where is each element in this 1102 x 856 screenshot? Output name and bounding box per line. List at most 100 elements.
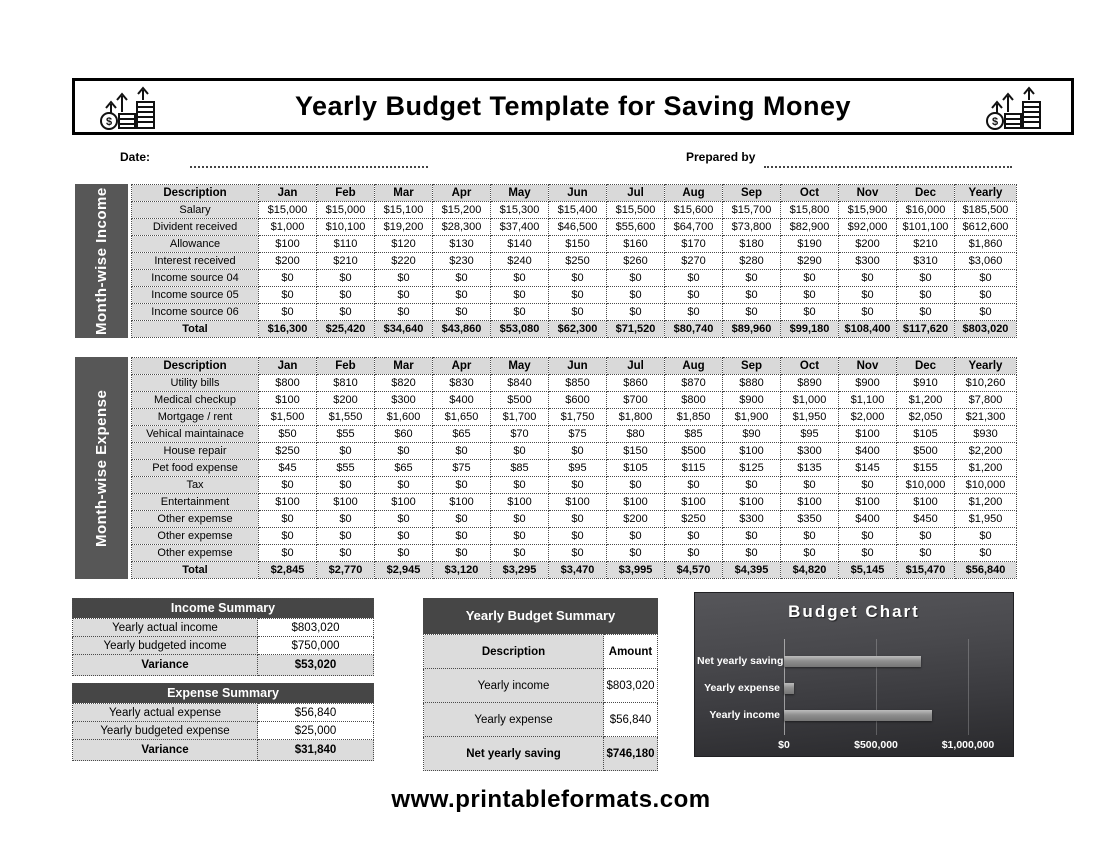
- chart-x-tick-label: $500,000: [854, 739, 898, 751]
- cell-value: $2,000: [838, 408, 897, 426]
- cell-value: $2,200: [954, 442, 1017, 460]
- cell-value: $0: [722, 527, 781, 545]
- cell-value: $5,145: [838, 561, 897, 579]
- cell-value: $0: [780, 527, 839, 545]
- table-row: Pet food expense $45 $55 $65 $75 $85 $95 $105 $1…: [131, 459, 1017, 477]
- cell-value: $80,740: [664, 320, 723, 338]
- chart-x-tick-label: $0: [778, 739, 790, 751]
- income-table: Description Jan Feb Mar Apr May Jun Jul Aug Sep Oc…: [131, 184, 1017, 338]
- expense-section: Month-wise Expense Description Jan Feb Mar A…: [75, 357, 1017, 579]
- summary-row: Variance $31,840: [72, 739, 374, 761]
- yearly-budget-summary-title: Yearly Budget Summary: [423, 598, 658, 634]
- cell-value: $0: [258, 269, 317, 287]
- cell-value: $0: [954, 544, 1017, 562]
- expense-summary-box: Expense Summary Yearly actual expense $56…: [72, 683, 374, 761]
- cell-value: $0: [432, 286, 491, 304]
- cell-value: $0: [432, 476, 491, 494]
- cell-value: $100: [838, 425, 897, 443]
- cell-value: $300: [722, 510, 781, 528]
- svg-text:$: $: [106, 116, 112, 128]
- cell-value: $0: [664, 269, 723, 287]
- cell-value: $95: [548, 459, 607, 477]
- title-banner: $ Yearly Budget Template for Saving Mone…: [72, 78, 1074, 135]
- cell-value: $99,180: [780, 320, 839, 338]
- cell-value: $0: [548, 303, 607, 321]
- table-row: Allowance $100 $110 $120 $130 $140 $150 $160 $17…: [131, 235, 1017, 253]
- income-section: Month-wise Income Description Jan Feb Mar Ap…: [75, 184, 1017, 338]
- column-header: May: [490, 357, 549, 375]
- cell-value: $0: [664, 303, 723, 321]
- table-row: Income source 06 $0 $0 $0 $0 $0 $0 $0 $0 $0 $0 $0 $0…: [131, 303, 1017, 321]
- cell-value: $0: [780, 286, 839, 304]
- cell-value: $1,200: [954, 493, 1017, 511]
- cell-value: $15,600: [664, 201, 723, 219]
- cell-value: $0: [954, 527, 1017, 545]
- cell-value: $260: [606, 252, 665, 270]
- cell-value: $4,395: [722, 561, 781, 579]
- column-header: Amount: [603, 634, 658, 669]
- cell-value: $450: [896, 510, 955, 528]
- summary-label: Yearly actual income: [72, 618, 258, 637]
- cell-value: $0: [954, 286, 1017, 304]
- cell-value: $1,550: [316, 408, 375, 426]
- cell-value: $0: [316, 476, 375, 494]
- cell-value: $150: [548, 235, 607, 253]
- row-label: Divident received: [131, 218, 259, 236]
- cell-value: $10,100: [316, 218, 375, 236]
- row-label: Pet food expense: [131, 459, 259, 477]
- summary-value: $25,000: [257, 721, 374, 740]
- cell-value: $15,100: [374, 201, 433, 219]
- chart-bar: [784, 710, 932, 721]
- table-row: Income source 05 $0 $0 $0 $0 $0 $0 $0 $0 $0 $0 $0 $0…: [131, 286, 1017, 304]
- cell-value: $0: [722, 269, 781, 287]
- summary-label: Variance: [72, 739, 258, 761]
- cell-value: $100: [664, 493, 723, 511]
- cell-value: $1,500: [258, 408, 317, 426]
- row-label: Income source 05: [131, 286, 259, 304]
- cell-value: $0: [548, 286, 607, 304]
- column-header: Description: [131, 184, 259, 202]
- cell-value: $3,120: [432, 561, 491, 579]
- cell-value: $70: [490, 425, 549, 443]
- cell-value: $0: [258, 303, 317, 321]
- column-header: Jun: [548, 184, 607, 202]
- cell-value: $1,200: [954, 459, 1017, 477]
- cell-value: $1,850: [664, 408, 723, 426]
- table-row: Salary $15,000 $15,000 $15,100 $15,200 $15,30…: [131, 201, 1017, 219]
- table-row: Other expemse $0 $0 $0 $0 $0 $0 $0 $0 $0 $0 $0 $0 $0: [131, 544, 1017, 562]
- cell-value: $95: [780, 425, 839, 443]
- row-label: Income source 06: [131, 303, 259, 321]
- cell-value: $110: [316, 235, 375, 253]
- cell-value: $85: [490, 459, 549, 477]
- cell-value: $400: [838, 510, 897, 528]
- cell-value: $210: [316, 252, 375, 270]
- summary-label: Yearly budgeted expense: [72, 721, 258, 740]
- table-row: Interest received $200 $210 $220 $230 $240 $25…: [131, 252, 1017, 270]
- cell-value: $400: [432, 391, 491, 409]
- cell-value: $0: [432, 544, 491, 562]
- column-header: Aug: [664, 184, 723, 202]
- cell-value: $80: [606, 425, 665, 443]
- cell-value: $0: [258, 527, 317, 545]
- cell-value: $230: [432, 252, 491, 270]
- cell-value: $100: [432, 493, 491, 511]
- column-header: Jun: [548, 357, 607, 375]
- cell-value: $210: [896, 235, 955, 253]
- table-row: Total $2,845 $2,770 $2,945 $3,120 $3,295 $3,47…: [131, 561, 1017, 579]
- cell-value: $0: [374, 527, 433, 545]
- cell-value: $45: [258, 459, 317, 477]
- table-row: Utility bills $800 $810 $820 $830 $840 $850 $86…: [131, 374, 1017, 392]
- date-fill-line: [190, 152, 428, 168]
- cell-value: $0: [780, 476, 839, 494]
- cell-value: $300: [838, 252, 897, 270]
- chart-bar-row: [784, 648, 968, 675]
- summary-row: Yearly actual expense $56,840: [72, 703, 374, 722]
- column-header: Apr: [432, 184, 491, 202]
- cell-value: $100: [896, 493, 955, 511]
- chart-bar: [784, 683, 794, 694]
- cell-value: $100: [548, 493, 607, 511]
- cell-value: $0: [316, 269, 375, 287]
- cell-value: $108,400: [838, 320, 897, 338]
- cell-value: $0: [838, 303, 897, 321]
